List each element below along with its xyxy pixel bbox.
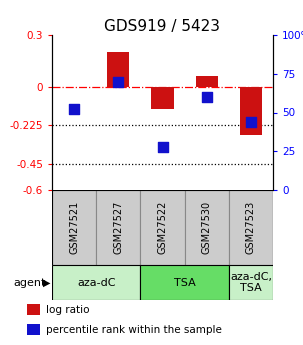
Point bbox=[72, 107, 77, 112]
Text: GSM27522: GSM27522 bbox=[158, 201, 168, 254]
Text: GSM27523: GSM27523 bbox=[246, 201, 256, 254]
Bar bbox=[196, 76, 218, 87]
Point bbox=[204, 94, 209, 100]
Text: aza-dC: aza-dC bbox=[77, 277, 115, 287]
Bar bbox=[229, 265, 273, 300]
Bar bbox=[140, 190, 185, 265]
Point bbox=[116, 79, 121, 84]
Text: ▶: ▶ bbox=[43, 277, 51, 287]
Point bbox=[160, 144, 165, 149]
Text: TSA: TSA bbox=[174, 277, 195, 287]
Bar bbox=[107, 52, 129, 87]
Title: GDS919 / 5423: GDS919 / 5423 bbox=[105, 19, 221, 34]
Bar bbox=[240, 87, 262, 135]
Text: percentile rank within the sample: percentile rank within the sample bbox=[46, 325, 222, 335]
Text: log ratio: log ratio bbox=[46, 305, 90, 315]
Point bbox=[248, 119, 253, 125]
Bar bbox=[52, 265, 140, 300]
Text: GSM27521: GSM27521 bbox=[69, 201, 79, 254]
Text: GSM27530: GSM27530 bbox=[202, 201, 212, 254]
Bar bbox=[185, 190, 229, 265]
Text: aza-dC,
TSA: aza-dC, TSA bbox=[230, 272, 272, 293]
Bar bbox=[229, 190, 273, 265]
Bar bbox=[27, 304, 40, 315]
Text: GSM27527: GSM27527 bbox=[113, 201, 123, 254]
Text: agent: agent bbox=[14, 277, 46, 287]
Bar bbox=[140, 265, 229, 300]
Bar bbox=[52, 190, 96, 265]
Bar bbox=[96, 190, 140, 265]
Bar bbox=[27, 324, 40, 335]
Bar bbox=[152, 87, 174, 109]
